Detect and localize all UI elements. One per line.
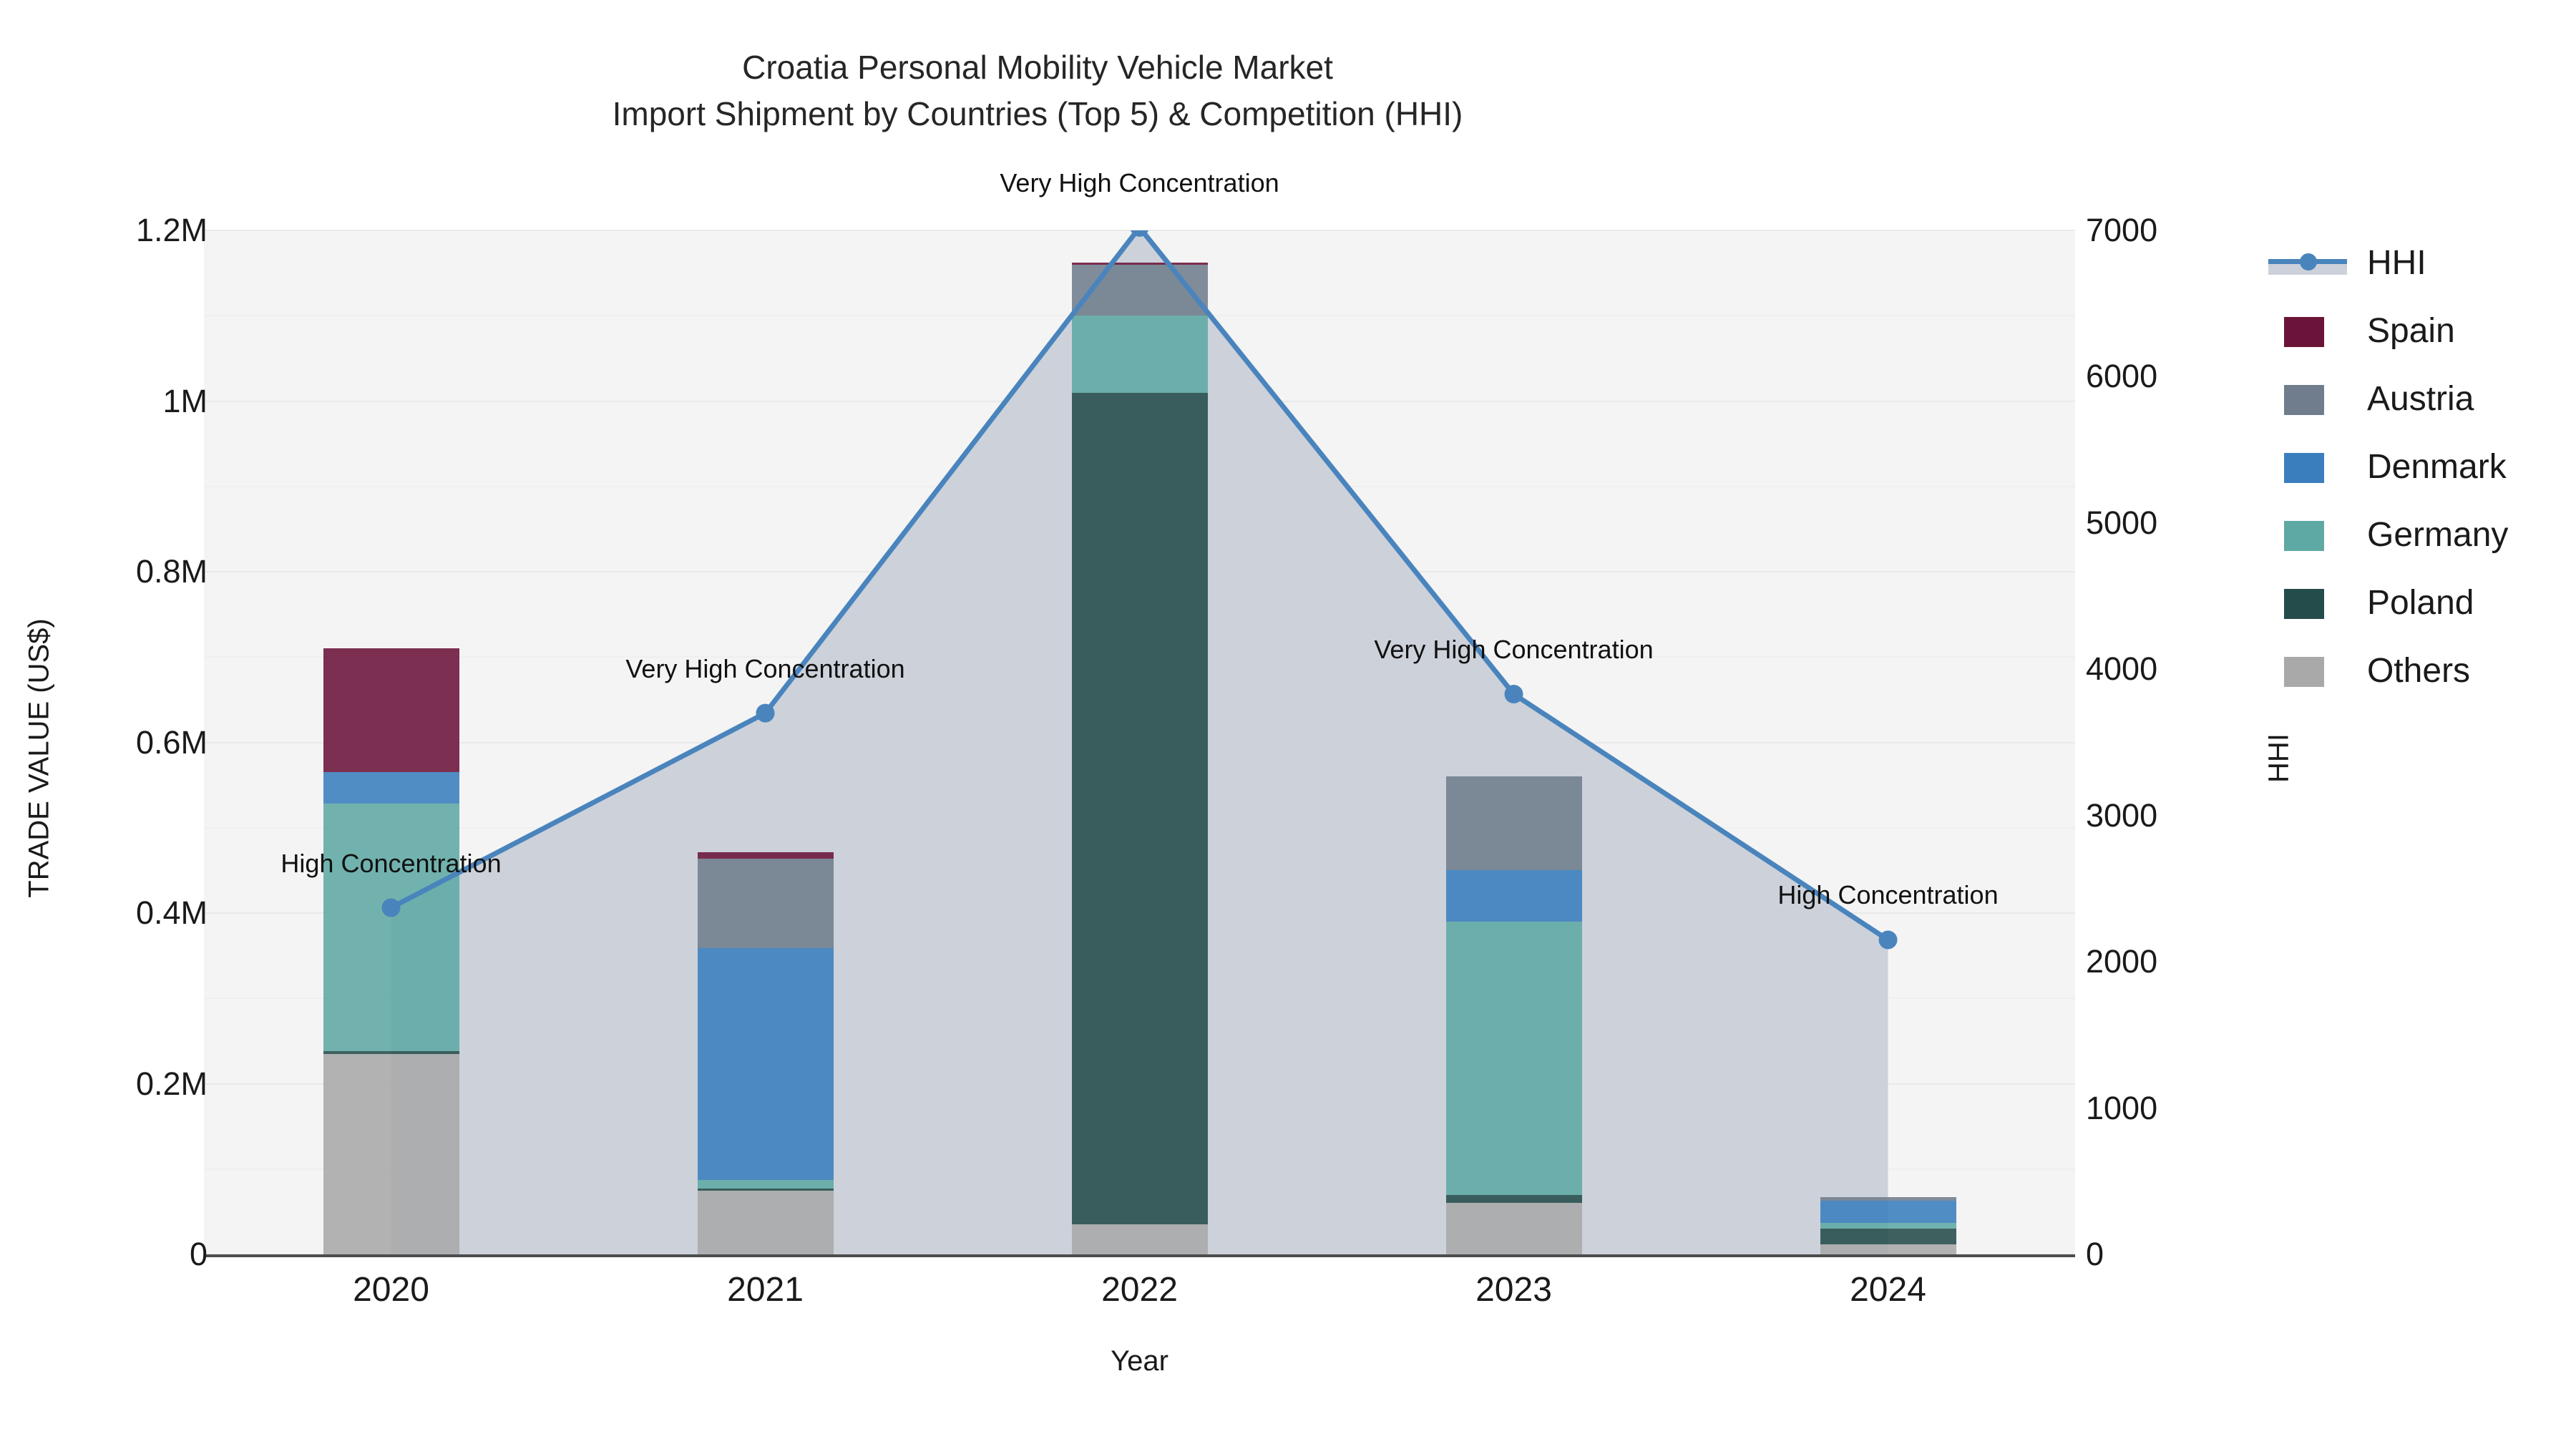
legend-item-spain[interactable]: Spain (2268, 297, 2508, 365)
legend-key-icon (2268, 582, 2347, 625)
x-axis-tick-2020: 2020 (353, 1271, 429, 1309)
y-axis-left-tick: 0.6M (135, 723, 208, 761)
bar-segment-austria-2021[interactable] (697, 858, 834, 948)
y-axis-left-tick: 1M (162, 382, 208, 419)
bar-segment-poland-2020[interactable] (323, 1051, 459, 1054)
legend-label: Spain (2367, 312, 2455, 350)
legend-key-icon (2268, 310, 2347, 353)
bar-stack-2022[interactable] (1071, 230, 1208, 1254)
legend-swatch (2284, 588, 2324, 619)
legend-item-poland[interactable]: Poland (2268, 569, 2508, 637)
legend-item-others[interactable]: Others (2268, 637, 2508, 705)
y-axis-left-tick: 0.8M (135, 553, 208, 590)
bar-segment-germany-2022[interactable] (1071, 316, 1208, 393)
legend-item-denmark[interactable]: Denmark (2268, 433, 2508, 501)
y-axis-right-tick: 3000 (2086, 796, 2158, 834)
legend-label: Others (2367, 652, 2471, 690)
x-axis-tick-2023: 2023 (1475, 1271, 1552, 1309)
bar-stack-2020[interactable] (323, 230, 459, 1254)
x-axis-tick-2024: 2024 (1850, 1271, 1926, 1309)
y-axis-right-tick: 2000 (2086, 943, 2158, 980)
legend-key-icon (2268, 514, 2347, 557)
legend-label: HHI (2367, 244, 2426, 282)
bar-segment-others-2022[interactable] (1071, 1224, 1208, 1254)
annotation-2024: High Concentration (1777, 880, 1999, 910)
legend-label: Germany (2367, 516, 2509, 554)
y-axis-right-tick: 6000 (2086, 358, 2158, 395)
legend-item-austria[interactable]: Austria (2268, 365, 2508, 433)
y-axis-right-tick: 4000 (2086, 650, 2158, 688)
bar-stack-2024[interactable] (1820, 230, 1956, 1254)
bar-segment-spain-2020[interactable] (323, 648, 459, 773)
x-axis-tick-2021: 2021 (727, 1271, 804, 1309)
x-axis-tick-2022: 2022 (1101, 1271, 1178, 1309)
legend-item-hhi[interactable]: HHI (2268, 229, 2508, 297)
y-axis-right-tick: 0 (2086, 1236, 2104, 1272)
y-axis-left-tick: 0.2M (135, 1065, 208, 1102)
bar-segment-others-2024[interactable] (1820, 1244, 1956, 1254)
legend-swatch (2284, 520, 2324, 551)
legend-key-icon (2268, 446, 2347, 489)
bar-stack-2021[interactable] (697, 230, 834, 1254)
legend-label: Denmark (2367, 448, 2507, 486)
legend-label: Poland (2367, 584, 2474, 622)
bar-segment-poland-2023[interactable] (1445, 1194, 1582, 1204)
annotation-2021: Very High Concentration (625, 653, 905, 683)
legend-line-marker (2300, 253, 2317, 270)
bar-segment-austria-2022[interactable] (1071, 264, 1208, 316)
legend-key-icon (2268, 242, 2347, 285)
chart-title-line-1: Croatia Personal Mobility Vehicle Market (742, 49, 1333, 86)
x-axis-spine (204, 1254, 2075, 1257)
bar-segment-poland-2022[interactable] (1071, 392, 1208, 1225)
legend-swatch (2284, 316, 2324, 347)
y-axis-left-label: TRADE VALUE (US$) (23, 618, 55, 898)
legend-item-germany[interactable]: Germany (2268, 501, 2508, 569)
y-axis-right-tick: 1000 (2086, 1089, 2158, 1126)
annotation-2023: Very High Concentration (1374, 635, 1654, 665)
bar-segment-spain-2021[interactable] (697, 852, 834, 859)
bar-segment-others-2021[interactable] (697, 1190, 834, 1254)
bar-segment-poland-2021[interactable] (697, 1189, 834, 1191)
bar-segment-austria-2024[interactable] (1820, 1197, 1956, 1201)
y-axis-right-tick: 7000 (2086, 212, 2158, 248)
legend-swatch (2284, 452, 2324, 483)
bar-segment-others-2020[interactable] (323, 1053, 459, 1254)
legend-label: Austria (2367, 380, 2474, 418)
x-axis-label: Year (1111, 1345, 1169, 1377)
legend-key-icon (2268, 378, 2347, 421)
bar-segment-germany-2021[interactable] (697, 1180, 834, 1189)
bar-segment-spain-2022[interactable] (1071, 263, 1208, 265)
bar-segment-germany-2020[interactable] (323, 804, 459, 1052)
bar-segment-austria-2023[interactable] (1445, 776, 1582, 871)
bar-segment-poland-2024[interactable] (1820, 1229, 1956, 1244)
chart-legend: HHI Spain Austria Denmark Germany Poland Other… (2268, 229, 2508, 705)
y-axis-right-tick: 5000 (2086, 504, 2158, 541)
bar-segment-germany-2023[interactable] (1445, 921, 1582, 1195)
chart-title-line-2: Import Shipment by Countries (Top 5) & C… (612, 95, 1463, 133)
y-axis-left-tick: 1.2M (135, 212, 208, 248)
bar-segment-denmark-2023[interactable] (1445, 870, 1582, 922)
legend-swatch (2284, 656, 2324, 687)
bar-segment-germany-2024[interactable] (1820, 1222, 1956, 1229)
bar-segment-denmark-2024[interactable] (1820, 1200, 1956, 1223)
bar-stack-2023[interactable] (1445, 230, 1582, 1254)
plot-area (204, 230, 2075, 1255)
bar-segment-denmark-2021[interactable] (697, 947, 834, 1181)
y-axis-left-tick: 0 (189, 1236, 208, 1272)
chart-title: Croatia Personal Mobility Vehicle Market… (0, 44, 2075, 138)
y-axis-left-tick: 0.4M (135, 894, 208, 931)
legend-key-icon (2268, 650, 2347, 693)
annotation-2022: Very High Concentration (1000, 167, 1279, 197)
legend-swatch (2284, 384, 2324, 415)
annotation-2020: High Concentration (280, 848, 502, 878)
bar-segment-others-2023[interactable] (1445, 1203, 1582, 1254)
bar-segment-denmark-2020[interactable] (323, 772, 459, 804)
